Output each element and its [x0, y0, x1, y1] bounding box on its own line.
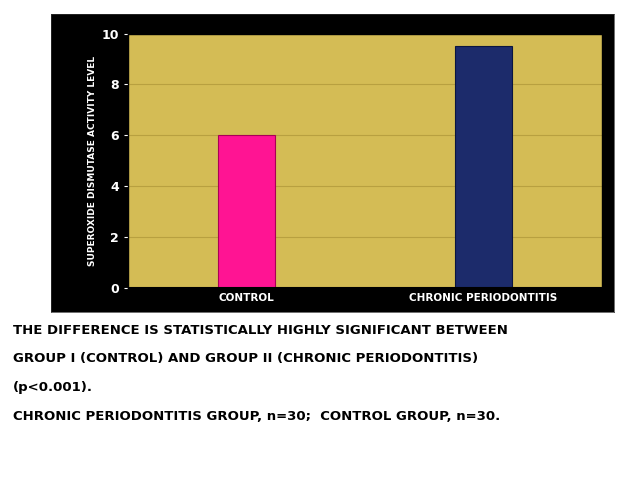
Bar	[455, 46, 511, 288]
Text: GROUP I (CONTROL) AND GROUP II (CHRONIC PERIODONTITIS): GROUP I (CONTROL) AND GROUP II (CHRONIC …	[13, 352, 478, 365]
Bar	[218, 135, 275, 288]
Text: (p<0.001).: (p<0.001).	[13, 381, 93, 394]
Text: THE DIFFERENCE IS STATISTICALLY HIGHLY SIGNIFICANT BETWEEN: THE DIFFERENCE IS STATISTICALLY HIGHLY S…	[13, 324, 508, 336]
Y-axis label: SUPEROXIDE DISMUTASE ACTIVITY LEVEL: SUPEROXIDE DISMUTASE ACTIVITY LEVEL	[88, 56, 97, 266]
Text: CHRONIC PERIODONTITIS GROUP, n=30;  CONTROL GROUP, n=30.: CHRONIC PERIODONTITIS GROUP, n=30; CONTR…	[13, 410, 500, 423]
